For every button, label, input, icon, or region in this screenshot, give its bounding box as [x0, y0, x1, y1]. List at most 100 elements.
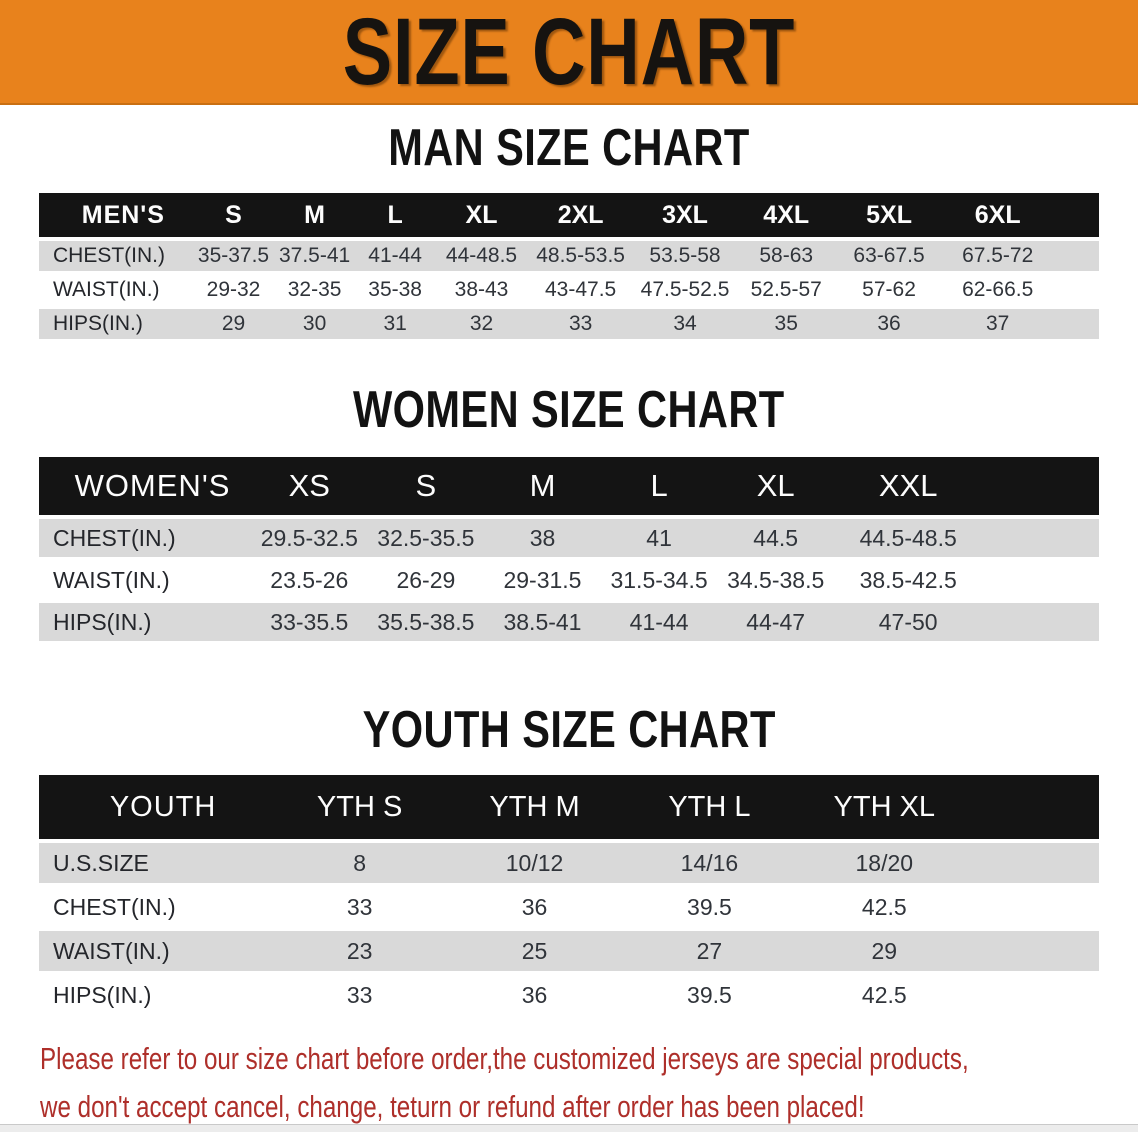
youth-column-header: YTH XL — [796, 775, 972, 839]
size-cell: 43-47.5 — [527, 275, 634, 305]
women-chest-row: CHEST(IN.) 29.5-32.5 32.5-35.5 38 41 44.… — [39, 519, 1099, 557]
women-column-header: M — [484, 457, 601, 515]
men-column-header: 4XL — [736, 193, 837, 237]
youth-section-heading-text: YOUTH SIZE CHART — [362, 701, 776, 759]
filler-cell — [971, 887, 1099, 927]
size-cell: 41 — [600, 519, 718, 557]
youth-ussize-row: U.S.SIZE 8 10/12 14/16 18/20 — [39, 843, 1099, 883]
size-cell: 39.5 — [621, 887, 797, 927]
size-cell: 36 — [836, 309, 943, 339]
size-cell: 48.5-53.5 — [527, 241, 634, 271]
men-column-header: M — [274, 193, 355, 237]
size-cell: 34 — [633, 309, 737, 339]
size-cell: 33 — [272, 975, 448, 1015]
size-cell: 62-66.5 — [942, 275, 1054, 305]
women-column-header: XL — [717, 457, 834, 515]
size-cell: 29 — [796, 931, 972, 971]
youth-chest-row: CHEST(IN.) 33 36 39.5 42.5 — [39, 887, 1099, 927]
men-hips-row: HIPS(IN.) 29 30 31 32 33 34 35 36 37 — [39, 309, 1099, 339]
women-column-header: L — [600, 457, 718, 515]
size-cell: 29-32 — [192, 275, 275, 305]
size-cell: 35-38 — [354, 275, 436, 305]
men-chest-row: CHEST(IN.) 35-37.5 37.5-41 41-44 44-48.5… — [39, 241, 1099, 271]
size-cell: 36 — [447, 887, 622, 927]
header-filler-cell — [1053, 193, 1099, 237]
size-cell: 44-47 — [717, 603, 834, 641]
size-cell: 57-62 — [836, 275, 943, 305]
women-waist-row: WAIST(IN.) 23.5-26 26-29 29-31.5 31.5-34… — [39, 561, 1099, 599]
row-label: WAIST(IN.) — [39, 931, 273, 971]
women-column-header: S — [367, 457, 485, 515]
youth-column-header: YTH M — [447, 775, 622, 839]
size-cell: 44-48.5 — [435, 241, 528, 271]
filler-cell — [971, 975, 1099, 1015]
size-cell: 39.5 — [621, 975, 797, 1015]
size-cell: 10/12 — [447, 843, 622, 883]
size-cell: 33 — [272, 887, 448, 927]
size-cell: 23.5-26 — [251, 561, 368, 599]
men-column-header: S — [192, 193, 275, 237]
women-header-row: WOMEN'S XS S M L XL XXL — [39, 457, 1099, 515]
size-cell: 33 — [527, 309, 634, 339]
row-label: WAIST(IN.) — [39, 561, 251, 599]
size-cell: 33-35.5 — [251, 603, 368, 641]
size-cell: 31.5-34.5 — [600, 561, 718, 599]
row-label: CHEST(IN.) — [39, 887, 273, 927]
size-cell: 32 — [435, 309, 528, 339]
size-cell: 29-31.5 — [484, 561, 601, 599]
row-label: HIPS(IN.) — [39, 603, 251, 641]
men-column-header: L — [354, 193, 436, 237]
row-label: U.S.SIZE — [39, 843, 273, 883]
size-cell: 41-44 — [354, 241, 436, 271]
men-section-heading: MAN SIZE CHART — [0, 119, 1138, 177]
filler-cell — [971, 931, 1099, 971]
size-cell: 29 — [192, 309, 275, 339]
women-column-header: XS — [251, 457, 368, 515]
size-cell: 44.5-48.5 — [833, 519, 983, 557]
size-cell: 32-35 — [274, 275, 355, 305]
row-label: HIPS(IN.) — [39, 309, 193, 339]
women-column-header: XXL — [833, 457, 983, 515]
row-label: HIPS(IN.) — [39, 975, 273, 1015]
size-cell: 38.5-41 — [484, 603, 601, 641]
women-corner-label: WOMEN'S — [39, 457, 251, 515]
size-cell: 18/20 — [796, 843, 972, 883]
size-cell: 32.5-35.5 — [367, 519, 485, 557]
men-header-row: MEN'S S M L XL 2XL 3XL 4XL 5XL 6XL — [39, 193, 1099, 237]
women-section-heading-text: WOMEN SIZE CHART — [353, 381, 785, 439]
men-section-heading-text: MAN SIZE CHART — [388, 119, 750, 177]
row-label: CHEST(IN.) — [39, 519, 251, 557]
disclaimer-line-2: we don't accept cancel, change, teturn o… — [40, 1089, 865, 1124]
size-cell: 26-29 — [367, 561, 485, 599]
youth-waist-row: WAIST(IN.) 23 25 27 29 — [39, 931, 1099, 971]
size-cell: 25 — [447, 931, 622, 971]
size-cell: 37.5-41 — [274, 241, 355, 271]
size-cell: 41-44 — [600, 603, 718, 641]
disclaimer-line-1: Please refer to our size chart before or… — [40, 1041, 969, 1076]
size-cell: 35 — [736, 309, 837, 339]
size-cell: 14/16 — [621, 843, 797, 883]
youth-hips-row: HIPS(IN.) 33 36 39.5 42.5 — [39, 975, 1099, 1015]
size-cell: 30 — [274, 309, 355, 339]
filler-cell — [971, 843, 1099, 883]
filler-cell — [1053, 241, 1099, 271]
women-section-heading: WOMEN SIZE CHART — [0, 381, 1138, 439]
size-cell: 31 — [354, 309, 436, 339]
size-cell: 27 — [621, 931, 797, 971]
size-cell: 35.5-38.5 — [367, 603, 485, 641]
men-column-header: XL — [435, 193, 528, 237]
size-cell: 34.5-38.5 — [717, 561, 834, 599]
size-cell: 38-43 — [435, 275, 528, 305]
women-size-table: WOMEN'S XS S M L XL XXL CHEST(IN.) 29.5-… — [39, 453, 1099, 645]
row-label: WAIST(IN.) — [39, 275, 193, 305]
filler-cell — [982, 561, 1099, 599]
row-label: CHEST(IN.) — [39, 241, 193, 271]
men-corner-label: MEN'S — [39, 193, 193, 237]
size-cell: 38.5-42.5 — [833, 561, 983, 599]
filler-cell — [982, 603, 1099, 641]
size-cell: 36 — [447, 975, 622, 1015]
header-filler-cell — [982, 457, 1099, 515]
size-cell: 8 — [272, 843, 448, 883]
size-cell: 29.5-32.5 — [251, 519, 368, 557]
size-cell: 52.5-57 — [736, 275, 837, 305]
